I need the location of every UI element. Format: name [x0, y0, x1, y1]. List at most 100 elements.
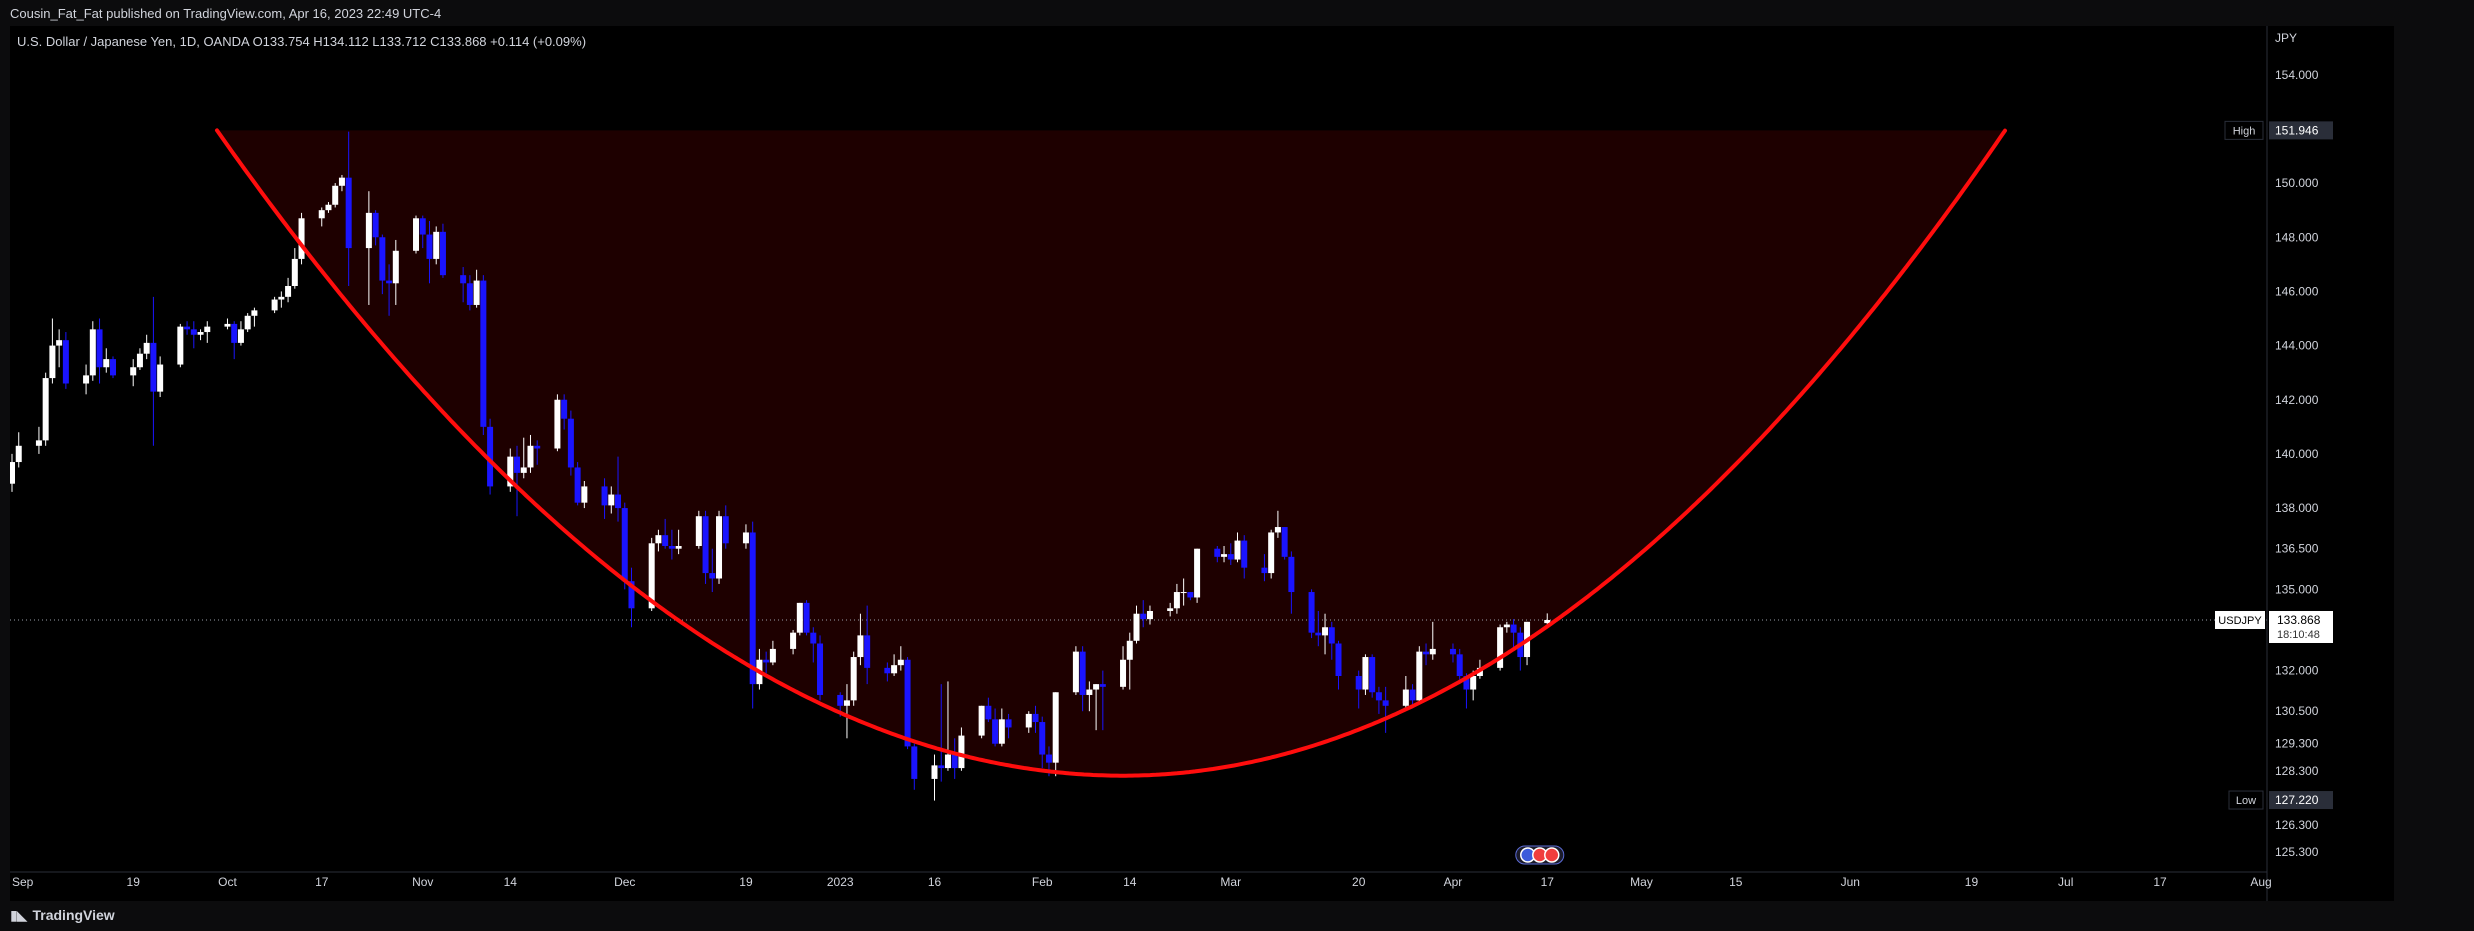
candle[interactable]: [803, 600, 810, 636]
candle[interactable]: [1025, 711, 1032, 733]
candle[interactable]: [1423, 643, 1430, 666]
candle[interactable]: [897, 646, 904, 671]
candle[interactable]: [1544, 613, 1551, 625]
candle[interactable]: [951, 738, 958, 779]
candle[interactable]: [439, 223, 446, 278]
candle[interactable]: [742, 524, 749, 549]
candle[interactable]: [796, 602, 803, 636]
candle[interactable]: [608, 486, 615, 514]
candle[interactable]: [1261, 554, 1268, 582]
candle[interactable]: [136, 348, 143, 370]
candle[interactable]: [843, 684, 850, 739]
candle[interactable]: [1032, 705, 1039, 733]
last-price-badge[interactable]: USDJPY 133.868 18:10:48: [2215, 610, 2333, 643]
candle[interactable]: [1375, 686, 1382, 714]
candle[interactable]: [790, 629, 797, 655]
candle[interactable]: [944, 681, 951, 771]
candle[interactable]: [958, 727, 965, 771]
candle[interactable]: [722, 505, 729, 549]
candle[interactable]: [103, 348, 110, 373]
candle[interactable]: [62, 332, 69, 389]
candle[interactable]: [379, 234, 386, 295]
candle[interactable]: [83, 364, 90, 395]
candle[interactable]: [419, 215, 426, 249]
candle[interactable]: [1126, 632, 1133, 690]
price-chart[interactable]: JPY 154.000 150.000 148.000 146.000 144.000 14…: [10, 26, 2394, 901]
candle[interactable]: [392, 239, 399, 305]
candle[interactable]: [1072, 646, 1079, 695]
candle[interactable]: [332, 183, 339, 208]
candle[interactable]: [1315, 611, 1322, 647]
candle[interactable]: [998, 708, 1005, 747]
candle[interactable]: [857, 613, 864, 666]
candle[interactable]: [96, 318, 103, 384]
candle[interactable]: [1086, 681, 1093, 712]
candle[interactable]: [561, 394, 568, 430]
candle[interactable]: [177, 323, 184, 368]
candle[interactable]: [285, 277, 292, 303]
candle[interactable]: [1429, 621, 1436, 660]
candle[interactable]: [1382, 686, 1389, 733]
candle[interactable]: [702, 510, 709, 584]
candle[interactable]: [1052, 692, 1059, 777]
candle[interactable]: [1274, 510, 1281, 538]
candle[interactable]: [763, 651, 770, 674]
candle[interactable]: [56, 329, 63, 368]
candle[interactable]: [1079, 646, 1086, 712]
candle[interactable]: [244, 313, 251, 333]
candle[interactable]: [10, 453, 15, 492]
candle[interactable]: [675, 529, 682, 555]
candle[interactable]: [1120, 646, 1127, 690]
candle[interactable]: [992, 708, 999, 747]
candle[interactable]: [291, 248, 298, 289]
candle[interactable]: [298, 212, 305, 265]
candle[interactable]: [480, 275, 487, 435]
candle[interactable]: [1288, 551, 1295, 614]
candle[interactable]: [668, 529, 675, 560]
low-badge[interactable]: Low 127.220: [2228, 790, 2333, 810]
candle[interactable]: [110, 356, 117, 379]
price-scale[interactable]: [2267, 26, 2394, 901]
candle[interactable]: [985, 697, 992, 723]
candle[interactable]: [817, 635, 824, 701]
candle[interactable]: [1355, 670, 1362, 709]
candle[interactable]: [507, 448, 514, 492]
candle[interactable]: [433, 226, 440, 265]
candle[interactable]: [35, 426, 42, 454]
candle[interactable]: [628, 567, 635, 628]
candle[interactable]: [931, 754, 938, 801]
candle[interactable]: [1308, 589, 1315, 639]
candle[interactable]: [574, 462, 581, 506]
candle[interactable]: [372, 210, 379, 246]
tradingview-brand[interactable]: ▮◣ TradingView: [10, 907, 115, 924]
candle[interactable]: [473, 269, 480, 308]
candle[interactable]: [695, 510, 702, 549]
candle[interactable]: [1180, 578, 1187, 606]
candle[interactable]: [850, 651, 857, 706]
candle[interactable]: [318, 207, 325, 227]
candle[interactable]: [150, 296, 157, 446]
candle[interactable]: [1227, 543, 1234, 565]
candle[interactable]: [601, 478, 608, 519]
candle[interactable]: [89, 321, 96, 381]
candle[interactable]: [460, 267, 467, 303]
candle[interactable]: [1187, 592, 1194, 601]
candle[interactable]: [15, 432, 22, 468]
candle[interactable]: [184, 321, 191, 335]
candle[interactable]: [49, 318, 56, 384]
candle[interactable]: [655, 529, 662, 552]
candle[interactable]: [1416, 646, 1423, 704]
candle[interactable]: [884, 662, 891, 682]
candle[interactable]: [978, 705, 985, 739]
candle[interactable]: [615, 456, 622, 522]
candle[interactable]: [1322, 613, 1329, 655]
candle[interactable]: [567, 410, 574, 476]
candle[interactable]: [325, 202, 332, 213]
candle[interactable]: [1281, 527, 1288, 560]
candle[interactable]: [190, 321, 197, 349]
candle[interactable]: [1214, 546, 1221, 563]
candle[interactable]: [487, 418, 494, 495]
candle[interactable]: [911, 743, 918, 790]
candle[interactable]: [1140, 600, 1147, 628]
candle[interactable]: [1146, 605, 1153, 625]
